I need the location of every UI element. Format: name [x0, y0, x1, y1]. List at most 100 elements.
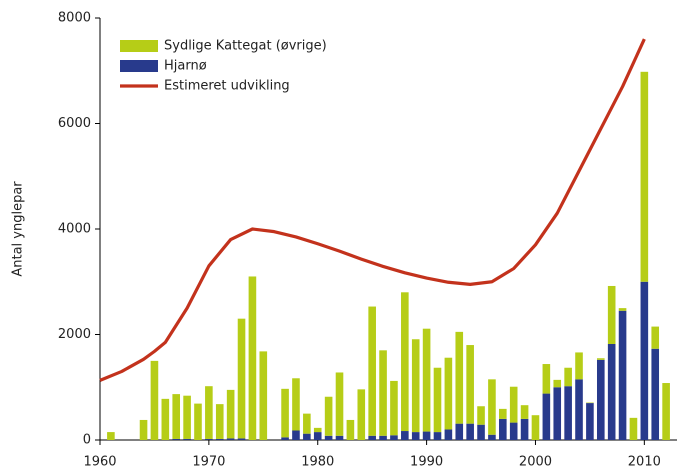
bar	[194, 403, 202, 440]
bar	[596, 359, 605, 440]
bar	[259, 351, 268, 440]
bar	[466, 345, 474, 424]
bar	[215, 438, 224, 440]
bar	[433, 432, 442, 440]
bar	[542, 364, 551, 394]
bar	[575, 352, 583, 380]
bar	[390, 435, 398, 440]
bar	[586, 402, 594, 404]
bar	[324, 435, 333, 440]
legend-label: Estimeret udvikling	[164, 79, 290, 94]
bar	[205, 386, 213, 439]
legend-label: Sydlige Kattegat (øvrige)	[164, 39, 327, 54]
bar	[183, 438, 191, 440]
legend-swatch	[120, 40, 158, 52]
bar	[313, 432, 322, 440]
bar	[183, 395, 191, 439]
bar	[107, 432, 115, 440]
bar	[618, 308, 627, 311]
bar	[651, 348, 660, 440]
bar	[411, 432, 420, 440]
bar	[346, 419, 355, 440]
bar	[575, 379, 583, 440]
x-tick-label: 2000	[519, 455, 552, 470]
x-tick-label: 1990	[410, 455, 443, 470]
bar	[292, 378, 300, 431]
bar	[477, 406, 485, 425]
bar	[488, 434, 496, 440]
bar	[422, 431, 431, 440]
x-tick-label: 2010	[628, 455, 661, 470]
bar	[466, 423, 474, 440]
bar	[390, 380, 398, 436]
bar	[303, 433, 311, 440]
bar	[607, 285, 616, 344]
bar	[324, 396, 333, 436]
bar	[150, 360, 159, 440]
bar	[237, 318, 246, 439]
bar	[422, 328, 431, 432]
bar	[172, 438, 181, 440]
bar	[313, 427, 322, 433]
x-tick-label: 1970	[192, 455, 225, 470]
bar	[401, 292, 409, 432]
bar	[488, 379, 496, 435]
bar	[564, 386, 572, 440]
bar	[509, 422, 518, 440]
bar	[651, 326, 660, 349]
trend-line	[99, 38, 646, 382]
x-tick-label: 1960	[83, 455, 116, 470]
bar	[357, 389, 366, 440]
bar	[281, 388, 289, 438]
legend-swatch	[120, 60, 158, 72]
bar	[215, 404, 224, 439]
bar	[335, 372, 344, 436]
y-tick-label: 8000	[58, 11, 91, 26]
bar	[542, 393, 551, 440]
bar	[553, 379, 562, 388]
bar	[629, 417, 638, 440]
x-tick-label: 1980	[301, 455, 334, 470]
bar	[292, 430, 300, 440]
bar	[640, 281, 649, 440]
bar	[596, 358, 605, 360]
bar	[205, 438, 213, 440]
bar	[379, 435, 387, 440]
bar	[455, 423, 464, 440]
y-tick-label: 4000	[58, 222, 91, 237]
bar	[172, 394, 181, 439]
bar	[444, 429, 453, 440]
bar	[379, 350, 387, 436]
bar	[433, 367, 442, 433]
bar	[499, 418, 507, 440]
y-tick-label: 6000	[58, 116, 91, 131]
bar	[607, 343, 616, 440]
bar	[368, 306, 376, 436]
y-tick-label: 2000	[58, 327, 91, 342]
bar	[444, 357, 453, 430]
bar	[499, 408, 507, 419]
bar	[139, 419, 148, 440]
bar	[553, 387, 562, 440]
bar	[618, 310, 627, 440]
bar	[455, 331, 464, 424]
bar	[303, 413, 311, 434]
bar	[226, 389, 235, 439]
legend-label: Hjarnø	[164, 59, 207, 74]
bar	[411, 339, 420, 433]
bar	[335, 435, 344, 440]
bar	[662, 383, 670, 440]
bar	[640, 71, 649, 282]
bar	[586, 403, 594, 440]
bar	[368, 435, 376, 440]
bar	[161, 398, 170, 440]
bar	[520, 418, 529, 440]
bar	[520, 405, 529, 419]
bar	[281, 437, 289, 440]
bar	[564, 367, 572, 387]
bar	[248, 276, 257, 440]
bar	[401, 431, 409, 440]
y-tick-label: 0	[83, 433, 91, 448]
bar	[237, 438, 246, 440]
